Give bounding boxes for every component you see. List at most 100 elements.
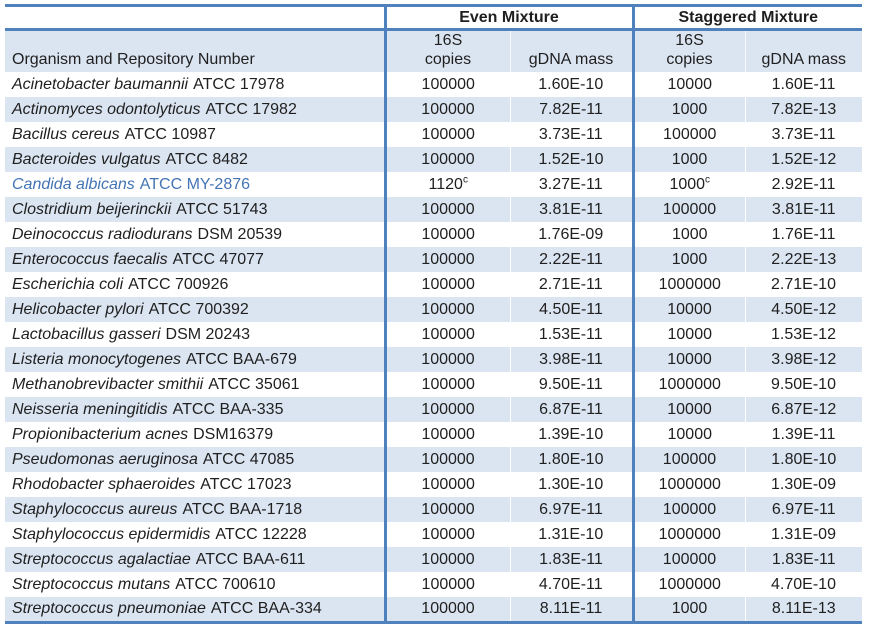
organism-and-repository-cell: Propionibacterium acnes DSM16379 bbox=[5, 422, 385, 447]
even-16s-copies-value: 100000 bbox=[383, 572, 510, 597]
staggered-gdna-mass-value: 6.97E-11 bbox=[745, 497, 862, 522]
organism-and-repository-cell: Rhodobacter sphaeroides ATCC 17023 bbox=[5, 472, 385, 497]
repository-number: ATCC 47085 bbox=[202, 450, 295, 468]
staggered-16s-copies-value: 10000 bbox=[631, 297, 746, 322]
repository-number: ATCC 51743 bbox=[176, 200, 268, 218]
organism-column-header: Organism and Repository Number bbox=[5, 29, 386, 72]
even-gdna-mass-value: 1.83E-11 bbox=[510, 547, 634, 572]
even-16s-copies-value: 100000 bbox=[383, 222, 510, 247]
organism-row: Streptococcus pneumoniae ATCC BAA-334 100… bbox=[5, 597, 862, 622]
mixture-composition-table: Even Mixture Staggered Mixture Organism … bbox=[5, 4, 862, 624]
even-gdna-mass-value: 4.70E-11 bbox=[538, 575, 603, 593]
staggered-16s-copies-value: 1000000 bbox=[631, 472, 745, 497]
even-16s-copies-value: 100000 bbox=[383, 97, 511, 122]
staggered-gdna-mass-value: 1.52E-12 bbox=[745, 147, 862, 172]
staggered-gdna-mass-value: 1.39E-11 bbox=[771, 425, 836, 443]
staggered-gdna-mass-value: 2.71E-10 bbox=[771, 275, 836, 293]
organism-row: Pseudomonas aeruginosa ATCC 47085 100000 … bbox=[5, 447, 862, 472]
footnote-superscript: c bbox=[705, 174, 711, 186]
even-16s-copies-value: 100000 bbox=[383, 447, 511, 472]
even-gdna-mass-value: 1.76E-09 bbox=[538, 225, 604, 243]
staggered-gdna-mass-value: 1.30E-09 bbox=[771, 475, 836, 493]
staggered-16s-copies-value: 10000 bbox=[631, 397, 746, 422]
staggered-gdna-mass-value: 8.11E-13 bbox=[745, 597, 862, 622]
staggered-16s-copies-value: 100000 bbox=[631, 122, 745, 147]
organism-row: Streptococcus agalactiae ATCC BAA-611 100… bbox=[5, 547, 862, 572]
staggered-gdna-mass-value: 1.31E-09 bbox=[771, 525, 836, 543]
organism-name: Clostridium beijerinckii bbox=[12, 200, 172, 218]
organism-name: Methanobrevibacter smithii bbox=[12, 375, 204, 393]
staggered-gdna-mass-value: 3.73E-11 bbox=[771, 125, 836, 143]
even-copies-label: copies bbox=[424, 51, 472, 68]
repository-number: ATCC 12228 bbox=[215, 525, 307, 543]
organism-name: Pseudomonas aeruginosa bbox=[12, 450, 198, 468]
staggered-gdna-mass-value: 1.76E-11 bbox=[771, 225, 836, 243]
staggered-16s-copies-value: 100000 bbox=[631, 497, 746, 522]
staggered-16s-copies-value: 1000000 bbox=[631, 572, 745, 597]
table-header: Even Mixture Staggered Mixture Organism … bbox=[5, 5, 862, 72]
staggered-16s-copies-value: 1000000 bbox=[631, 522, 745, 547]
organism-and-repository-cell: Helicobacter pylori ATCC 700392 bbox=[5, 297, 386, 322]
even-16s-copies-value: 100000 bbox=[383, 347, 511, 372]
even-16s-copies-value: 100000 bbox=[383, 372, 510, 397]
even-gdna-mass-value: 7.82E-11 bbox=[510, 97, 634, 122]
repository-number: DSM16379 bbox=[193, 425, 274, 443]
even-16s-copies-value: 100000 bbox=[383, 597, 511, 622]
staggered-gdna-mass-value: 1.83E-11 bbox=[745, 547, 862, 572]
staggered-16s-copies-value: 1000000 bbox=[631, 272, 745, 297]
organism-name: Streptococcus pneumoniae bbox=[12, 599, 206, 617]
even-16s-copies-value: 100000 bbox=[383, 272, 510, 297]
even-gdna-mass-value: 9.50E-11 bbox=[538, 375, 603, 393]
repository-number: ATCC 35061 bbox=[208, 375, 300, 393]
even-16s-copies-value: 100000 bbox=[383, 147, 511, 172]
staggered-gdna-mass-value: 7.82E-13 bbox=[745, 97, 862, 122]
even-gdna-mass-value: 3.81E-11 bbox=[510, 197, 634, 222]
column-header-row: Organism and Repository Number 16S copie… bbox=[5, 29, 862, 72]
staggered-16s-copies-column-header: 16S copies bbox=[631, 29, 746, 72]
staggered-gdna-mass-value: 3.98E-12 bbox=[745, 347, 862, 372]
organism-and-repository-cell: Listeria monocytogenes ATCC BAA-679 bbox=[5, 347, 386, 372]
organism-and-repository-cell: Escherichia coli ATCC 700926 bbox=[5, 272, 385, 297]
organism-row: Staphylococcus epidermidis ATCC 12228 100… bbox=[5, 522, 862, 547]
repository-number: ATCC 47077 bbox=[172, 250, 264, 268]
organism-name: Candida albicans bbox=[12, 175, 135, 193]
organism-row: Enterococcus faecalis ATCC 47077 100000 2… bbox=[5, 247, 862, 272]
staggered-16s-copies-value: 100000 bbox=[631, 547, 746, 572]
even-16s-copies-value: 100000 bbox=[383, 322, 510, 347]
organism-and-repository-cell: Acinetobacter baumannii ATCC 17978 bbox=[5, 72, 385, 97]
repository-number: ATCC BAA-1718 bbox=[182, 500, 303, 518]
organism-row: Deinococcus radiodurans DSM 20539 100000 … bbox=[5, 222, 862, 247]
organism-row: Lactobacillus gasseri DSM 20243 100000 1.… bbox=[5, 322, 862, 347]
even-gdna-mass-value: 2.71E-11 bbox=[538, 275, 603, 293]
organism-name: Streptococcus mutans bbox=[12, 575, 171, 593]
footnote-superscript: c bbox=[462, 174, 468, 186]
staggered-gdna-mass-value: 1.60E-11 bbox=[771, 75, 836, 93]
repository-number: ATCC 700610 bbox=[175, 575, 276, 593]
repository-number: DSM 20539 bbox=[197, 225, 283, 243]
organism-row: Staphylococcus aureus ATCC BAA-1718 10000… bbox=[5, 497, 862, 522]
staggered-16s-copies-value: 100000 bbox=[631, 197, 746, 222]
even-16s-copies-value: 100000 bbox=[383, 122, 510, 147]
even-gdna-mass-value: 1.30E-10 bbox=[538, 475, 604, 493]
staggered-16s-copies-value: 1000 bbox=[631, 147, 746, 172]
organism-name: Bacillus cereus bbox=[12, 125, 120, 143]
staggered-16s-copies-value: 1000 bbox=[631, 97, 746, 122]
organism-name: Helicobacter pylori bbox=[12, 300, 144, 318]
organism-row: Candida albicans ATCC MY-2876 1120c 3.27E… bbox=[5, 172, 862, 197]
repository-number: ATCC MY-2876 bbox=[139, 175, 251, 193]
even-gdna-mass-value: 3.73E-11 bbox=[538, 125, 603, 143]
even-gdna-mass-value: 1.31E-10 bbox=[538, 525, 604, 543]
staggered-gdna-mass-value: 2.22E-13 bbox=[745, 247, 862, 272]
organism-row: Bacillus cereus ATCC 10987 100000 3.73E-1… bbox=[5, 122, 862, 147]
repository-number: ATCC 17978 bbox=[193, 75, 285, 93]
even-16s-copies-value: 100000 bbox=[383, 422, 510, 447]
even-gdna-mass-value: 6.87E-11 bbox=[510, 397, 634, 422]
even-16s-copies-value: 100000 bbox=[383, 247, 511, 272]
organism-row: Escherichia coli ATCC 700926 100000 2.71E… bbox=[5, 272, 862, 297]
even-gdna-mass-value: 3.98E-11 bbox=[510, 347, 634, 372]
organism-name: Staphylococcus aureus bbox=[12, 500, 178, 518]
organism-and-repository-cell: Bacteroides vulgatus ATCC 8482 bbox=[5, 147, 386, 172]
even-mixture-group-header: Even Mixture bbox=[383, 5, 633, 31]
organism-row: Helicobacter pylori ATCC 700392 100000 4.… bbox=[5, 297, 862, 322]
